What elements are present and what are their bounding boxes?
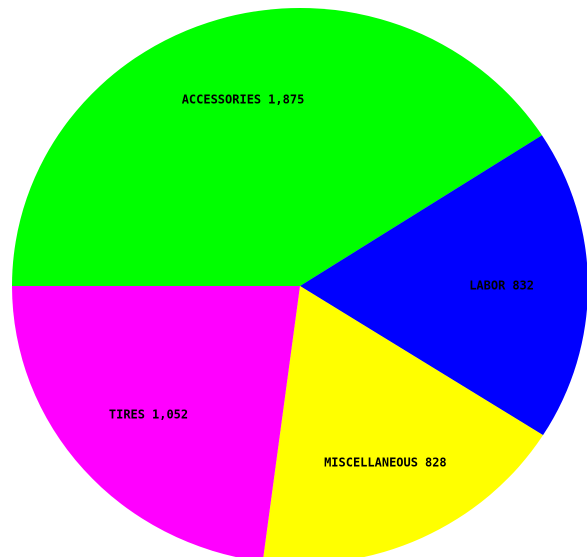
pie-slice xyxy=(12,286,300,557)
slice-name: TIRES xyxy=(109,407,145,421)
pie-slice xyxy=(300,135,587,436)
slice-value: 832 xyxy=(512,278,534,292)
pie-slice xyxy=(12,8,542,287)
slice-name: ACCESSORIES xyxy=(182,92,261,106)
slice-label: MISCELLANEOUS 828 xyxy=(324,455,447,469)
slice-label: TIRES 1,052 xyxy=(109,407,188,421)
slice-name: MISCELLANEOUS xyxy=(324,455,418,469)
slice-label: ACCESSORIES 1,875 xyxy=(182,92,305,106)
slice-value: 1,875 xyxy=(268,92,304,106)
slice-name: LABOR xyxy=(469,278,506,292)
slice-value: 828 xyxy=(425,455,447,469)
slice-label: LABOR 832 xyxy=(469,278,534,292)
pie-slice xyxy=(263,286,544,557)
slice-value: 1,052 xyxy=(152,407,188,421)
